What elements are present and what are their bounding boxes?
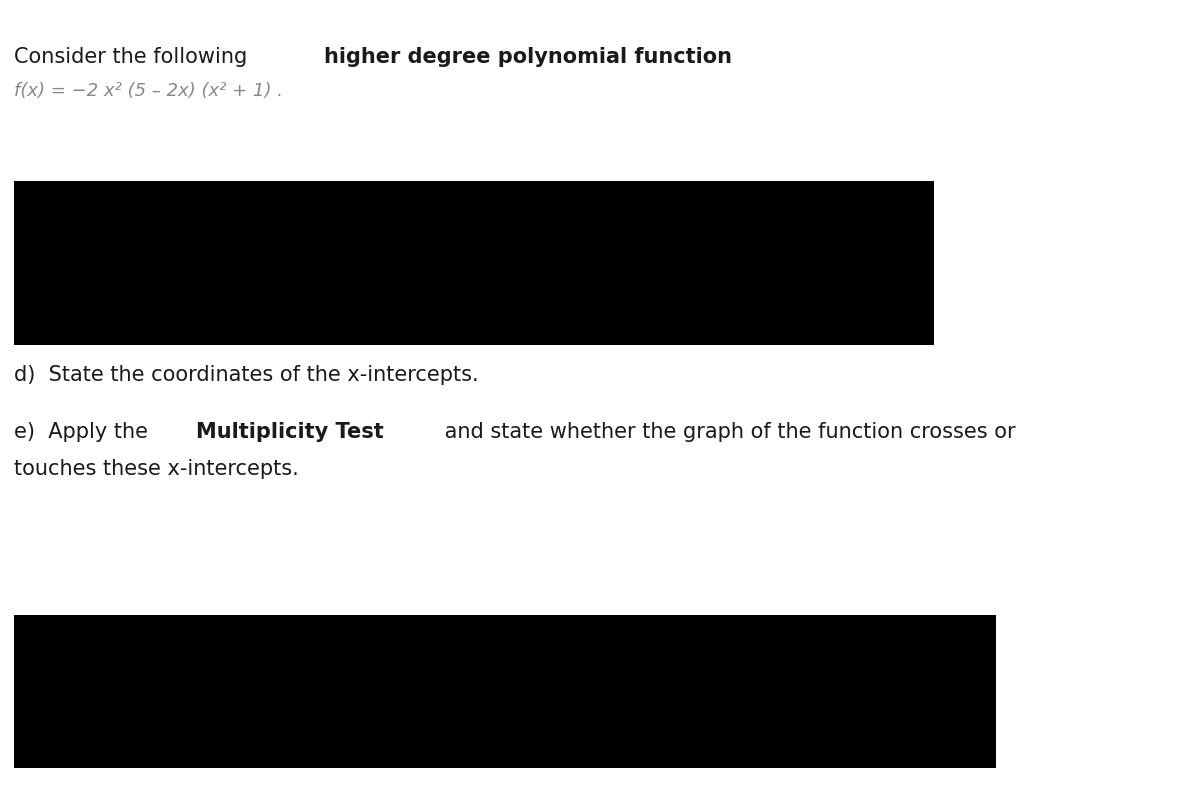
Text: f(x) = −2 x² (5 – 2x) (x² + 1) .: f(x) = −2 x² (5 – 2x) (x² + 1) . (14, 82, 284, 100)
Bar (14, 615, 996, 768)
Text: e)  Apply the: e) Apply the (14, 422, 154, 442)
Text: touches these x-intercepts.: touches these x-intercepts. (14, 459, 299, 479)
Text: Multiplicity Test: Multiplicity Test (196, 422, 383, 442)
Text: Consider the following: Consider the following (14, 47, 254, 67)
Text: higher degree polynomial function: higher degree polynomial function (324, 47, 731, 67)
Text: and state whether the graph of the function crosses or: and state whether the graph of the funct… (438, 422, 1016, 442)
Text: d)  State the coordinates of the x-intercepts.: d) State the coordinates of the x-interc… (14, 365, 479, 385)
Bar (14, 181, 934, 345)
